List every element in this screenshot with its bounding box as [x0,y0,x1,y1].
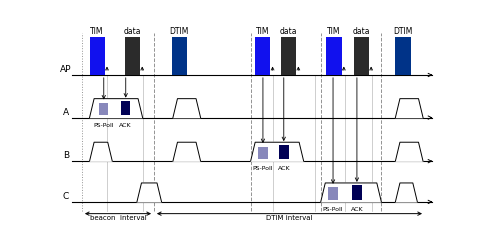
Bar [171,37,186,75]
Text: AP: AP [60,65,72,74]
Bar [326,37,341,75]
Bar [124,37,140,75]
Polygon shape [395,183,416,202]
Bar [353,37,368,75]
Text: DTIM: DTIM [169,27,189,36]
Polygon shape [137,183,161,202]
Text: ACK: ACK [350,207,363,212]
Polygon shape [89,142,112,161]
Text: ACK: ACK [119,123,132,128]
Text: TIM: TIM [90,27,103,36]
Text: PS-Poll: PS-Poll [93,123,114,128]
Polygon shape [173,99,200,118]
Bar [255,37,270,75]
Polygon shape [395,99,422,118]
Text: beacon  interval: beacon interval [89,215,146,221]
Text: DTIM interval: DTIM interval [265,215,312,221]
Bar [258,147,267,159]
Polygon shape [250,142,303,161]
Bar [351,185,361,200]
Text: data: data [279,27,297,36]
Text: PS-Poll: PS-Poll [322,207,343,212]
Text: data: data [123,27,141,36]
Text: C: C [63,192,69,201]
Text: TIM: TIM [255,27,269,36]
Bar [89,37,104,75]
Polygon shape [320,183,381,202]
Bar [280,37,295,75]
Polygon shape [173,142,200,161]
Text: data: data [352,27,369,36]
Bar [121,101,130,115]
Text: PS-Poll: PS-Poll [252,167,273,171]
Polygon shape [395,142,422,161]
Bar [99,103,108,115]
Bar [395,37,410,75]
Text: ACK: ACK [277,167,289,171]
Text: A: A [63,108,69,117]
Bar [279,145,288,159]
Text: TIM: TIM [326,27,340,36]
Text: DTIM: DTIM [392,27,412,36]
Polygon shape [89,99,142,118]
Text: B: B [63,151,69,160]
Bar [327,187,337,200]
